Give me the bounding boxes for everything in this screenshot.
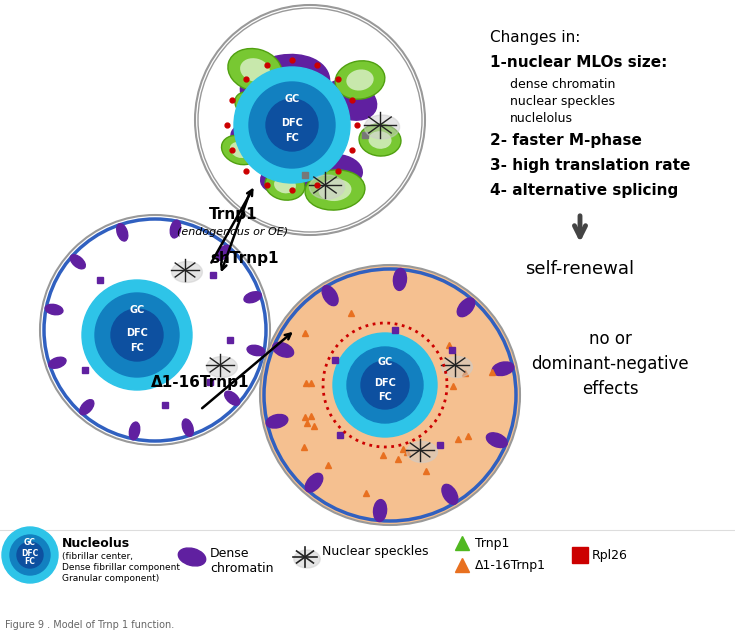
Ellipse shape bbox=[294, 550, 320, 568]
Text: Nuclear speckles: Nuclear speckles bbox=[322, 545, 429, 557]
Text: Trnp1: Trnp1 bbox=[475, 536, 509, 550]
Ellipse shape bbox=[318, 155, 362, 186]
Ellipse shape bbox=[492, 362, 514, 376]
Ellipse shape bbox=[207, 356, 237, 378]
Ellipse shape bbox=[305, 170, 365, 210]
Text: DFC: DFC bbox=[126, 328, 148, 338]
Text: DFC: DFC bbox=[281, 118, 303, 128]
Circle shape bbox=[2, 527, 58, 583]
Ellipse shape bbox=[487, 433, 507, 447]
Ellipse shape bbox=[230, 142, 250, 158]
Text: Dense
chromatin: Dense chromatin bbox=[210, 547, 273, 575]
Ellipse shape bbox=[225, 391, 240, 405]
Ellipse shape bbox=[359, 124, 401, 156]
Circle shape bbox=[266, 99, 318, 151]
Text: 2- faster M-phase: 2- faster M-phase bbox=[490, 133, 642, 148]
Text: FC: FC bbox=[130, 343, 144, 353]
Ellipse shape bbox=[266, 415, 288, 428]
Text: dense chromatin: dense chromatin bbox=[510, 78, 615, 91]
Ellipse shape bbox=[273, 342, 293, 357]
Text: GC: GC bbox=[377, 356, 392, 367]
Text: (endogenous or OE): (endogenous or OE) bbox=[177, 227, 289, 237]
Circle shape bbox=[234, 67, 350, 183]
Circle shape bbox=[249, 82, 335, 168]
Text: 1-nuclear MLOs size:: 1-nuclear MLOs size: bbox=[490, 55, 667, 70]
Circle shape bbox=[195, 5, 425, 235]
Ellipse shape bbox=[235, 92, 265, 118]
Text: shTrnp1: shTrnp1 bbox=[211, 250, 279, 266]
Ellipse shape bbox=[216, 245, 230, 260]
Ellipse shape bbox=[244, 292, 262, 303]
Ellipse shape bbox=[305, 474, 323, 492]
Circle shape bbox=[260, 265, 520, 525]
Ellipse shape bbox=[457, 298, 475, 317]
Ellipse shape bbox=[171, 220, 181, 238]
Circle shape bbox=[347, 347, 423, 423]
Ellipse shape bbox=[346, 69, 373, 91]
Ellipse shape bbox=[231, 125, 269, 156]
Circle shape bbox=[10, 535, 50, 575]
Ellipse shape bbox=[171, 262, 202, 282]
Ellipse shape bbox=[318, 179, 351, 201]
Ellipse shape bbox=[240, 54, 329, 116]
Text: 3- high translation rate: 3- high translation rate bbox=[490, 158, 690, 173]
Ellipse shape bbox=[265, 170, 305, 200]
Ellipse shape bbox=[442, 484, 458, 504]
Ellipse shape bbox=[242, 98, 258, 112]
Ellipse shape bbox=[228, 49, 282, 92]
Text: Changes in:: Changes in: bbox=[490, 30, 581, 45]
Ellipse shape bbox=[323, 80, 376, 120]
Circle shape bbox=[95, 293, 179, 377]
Text: Δ1-16Trnp1: Δ1-16Trnp1 bbox=[475, 559, 546, 572]
Text: DFC: DFC bbox=[374, 378, 396, 388]
Ellipse shape bbox=[182, 419, 193, 436]
Text: Nucleolus: Nucleolus bbox=[62, 537, 130, 550]
Ellipse shape bbox=[274, 177, 296, 193]
Circle shape bbox=[82, 280, 192, 390]
Ellipse shape bbox=[365, 115, 400, 139]
Circle shape bbox=[361, 361, 409, 409]
Ellipse shape bbox=[117, 223, 128, 241]
Ellipse shape bbox=[393, 268, 406, 291]
Text: Rpl26: Rpl26 bbox=[592, 548, 628, 561]
Ellipse shape bbox=[373, 500, 387, 522]
Ellipse shape bbox=[247, 345, 265, 356]
Text: FC: FC bbox=[378, 392, 392, 402]
Circle shape bbox=[111, 309, 163, 361]
Ellipse shape bbox=[129, 422, 140, 440]
Ellipse shape bbox=[45, 305, 63, 315]
Text: GC: GC bbox=[129, 305, 145, 316]
Ellipse shape bbox=[71, 255, 85, 269]
Ellipse shape bbox=[368, 131, 392, 149]
Text: FC: FC bbox=[24, 557, 35, 566]
Ellipse shape bbox=[322, 285, 338, 306]
Text: DFC: DFC bbox=[21, 550, 39, 559]
Text: nuclear speckles: nuclear speckles bbox=[510, 95, 615, 108]
Text: nuclelolus: nuclelolus bbox=[510, 112, 573, 125]
Ellipse shape bbox=[309, 175, 345, 199]
Ellipse shape bbox=[80, 399, 94, 415]
Text: FC: FC bbox=[285, 133, 299, 143]
Ellipse shape bbox=[240, 58, 270, 82]
Text: Δ1-16Trnp1: Δ1-16Trnp1 bbox=[151, 374, 249, 390]
Text: GC: GC bbox=[284, 94, 300, 104]
Text: self-renewal: self-renewal bbox=[526, 260, 634, 278]
Ellipse shape bbox=[406, 442, 437, 463]
Text: GC: GC bbox=[24, 538, 36, 547]
Text: no or
dominant-negative
effects: no or dominant-negative effects bbox=[531, 330, 689, 398]
Ellipse shape bbox=[335, 61, 385, 99]
Ellipse shape bbox=[221, 135, 259, 164]
Ellipse shape bbox=[261, 156, 319, 194]
Text: 4- alternative splicing: 4- alternative splicing bbox=[490, 183, 678, 198]
Circle shape bbox=[40, 215, 270, 445]
Circle shape bbox=[17, 542, 43, 568]
Text: Trnp1: Trnp1 bbox=[209, 207, 257, 223]
Circle shape bbox=[333, 333, 437, 437]
Ellipse shape bbox=[442, 356, 473, 378]
Text: (fibrillar center,
Dense fibrillar component
Granular component): (fibrillar center, Dense fibrillar compo… bbox=[62, 552, 180, 583]
Ellipse shape bbox=[179, 548, 206, 566]
Ellipse shape bbox=[49, 357, 66, 368]
Text: Figure 9 . Model of Trnp 1 function.: Figure 9 . Model of Trnp 1 function. bbox=[5, 620, 174, 630]
